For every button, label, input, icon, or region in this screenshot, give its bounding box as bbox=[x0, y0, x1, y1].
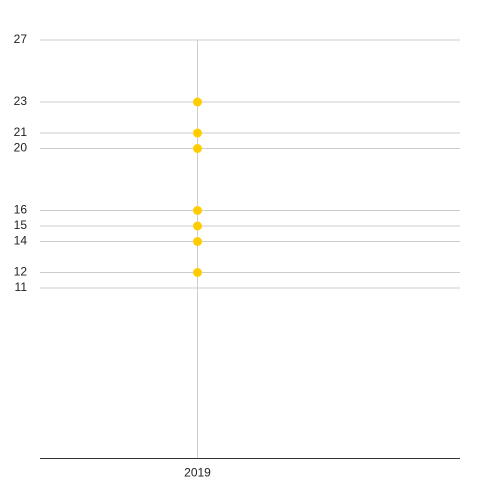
point bbox=[193, 221, 202, 231]
y-tick-label: 23 bbox=[14, 94, 28, 108]
x-tick-label: 2019 bbox=[184, 466, 211, 480]
point bbox=[193, 268, 202, 277]
y-tick-label: 27 bbox=[14, 32, 28, 46]
point bbox=[193, 237, 202, 246]
y-tick-label: 16 bbox=[14, 203, 28, 217]
y-tick-label: 12 bbox=[14, 265, 28, 279]
y-tick-label: 15 bbox=[14, 218, 28, 232]
point bbox=[193, 128, 202, 138]
y-tick-label: 21 bbox=[14, 125, 28, 139]
point bbox=[193, 97, 202, 107]
y-tick-label: 20 bbox=[14, 141, 28, 155]
point bbox=[193, 206, 202, 215]
y-tick-label: 11 bbox=[15, 280, 28, 294]
y-tick-label: 14 bbox=[14, 234, 28, 248]
point bbox=[193, 144, 202, 153]
